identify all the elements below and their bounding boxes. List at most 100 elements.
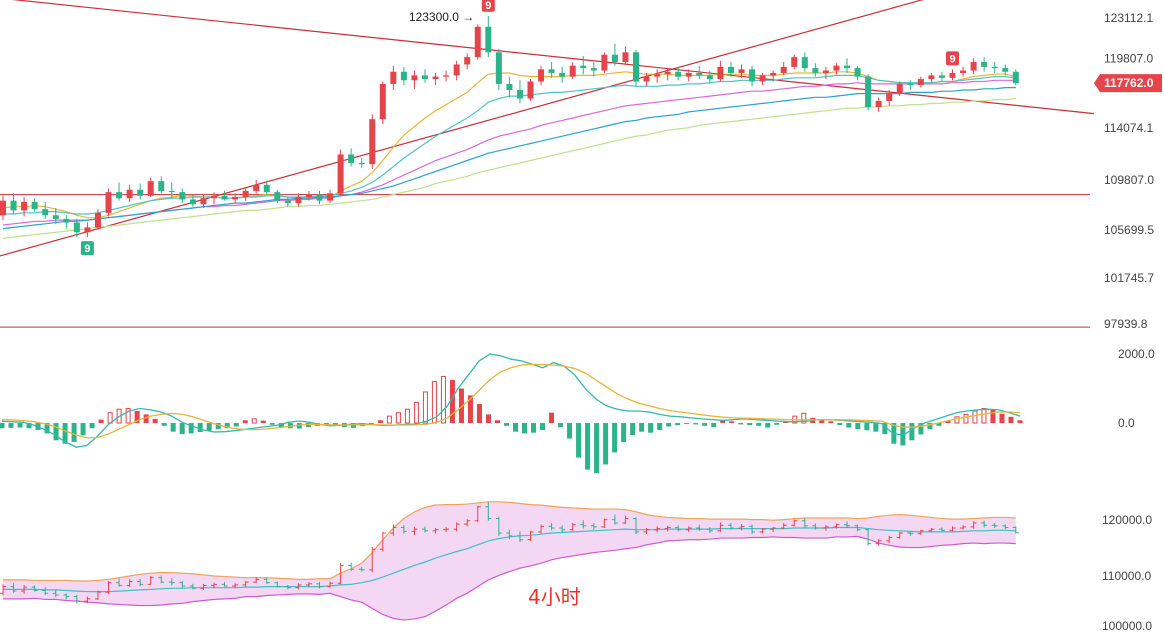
candle-body	[10, 200, 17, 211]
candle	[221, 190, 228, 201]
main-price-panel[interactable]: 123112.1 119807.0 114074.1 109807.0 105699.5…	[0, 0, 1162, 331]
candle	[348, 148, 355, 167]
macd-panel[interactable]: 2000.0 0.0	[0, 347, 1155, 474]
ohlc-bar	[738, 524, 745, 531]
candle-body	[1012, 71, 1019, 84]
candle	[580, 55, 587, 75]
candle-body	[116, 192, 123, 199]
candle-body	[432, 76, 439, 80]
candle	[780, 62, 787, 76]
candle	[696, 65, 703, 80]
candle-body	[727, 66, 734, 73]
ohlc-bar	[358, 567, 365, 572]
bollinger-lower	[3, 535, 1016, 621]
ohlc-bar	[369, 546, 376, 573]
candle-body	[253, 184, 260, 191]
candle-body	[696, 72, 703, 76]
macd-bar	[711, 423, 717, 428]
ohlc-bar	[791, 519, 798, 527]
candle-body	[749, 69, 756, 82]
macd-lines	[1, 353, 1021, 448]
macd-bar	[936, 423, 942, 426]
candle	[253, 179, 260, 194]
macd-bar	[963, 413, 969, 424]
macd-bar	[666, 423, 672, 427]
candle	[981, 57, 988, 72]
candle-body	[633, 52, 639, 82]
candle-body	[812, 68, 819, 73]
macd-bar	[981, 408, 987, 424]
macd-bar	[801, 412, 807, 424]
macd-bar	[143, 414, 149, 424]
candle	[232, 193, 239, 204]
ohlc-bar	[126, 579, 133, 588]
candle	[516, 80, 523, 104]
ohlc-bar	[875, 539, 882, 546]
macd-bar	[900, 423, 906, 446]
macd-bar	[215, 423, 221, 430]
ma-line-3	[2, 86, 1016, 230]
candle-body	[305, 194, 312, 198]
ohlc-bar	[949, 526, 956, 532]
horizontal-levels	[0, 194, 1090, 328]
ohlc-bar	[10, 583, 17, 593]
macd-bar	[485, 414, 491, 424]
candle-body	[453, 64, 460, 76]
macd-bar	[206, 423, 212, 431]
ohlc-bar	[274, 581, 281, 588]
candle-body	[411, 75, 418, 81]
candle-body	[685, 72, 692, 77]
candle	[601, 52, 608, 73]
macd-bar	[540, 423, 546, 430]
macd-bar	[188, 423, 194, 434]
ohlc-bar	[63, 593, 70, 600]
macd-bar	[819, 420, 825, 424]
candle	[52, 207, 59, 224]
candle	[63, 215, 70, 229]
candle	[907, 80, 914, 90]
ohlc-bar	[991, 523, 998, 529]
candle	[622, 46, 629, 65]
ohlc-bar	[116, 578, 123, 587]
candle-body	[791, 57, 798, 67]
ohlc-bar	[474, 505, 481, 522]
ohlc-bar	[464, 519, 471, 527]
macd-bar	[846, 423, 852, 428]
ohlc-bar	[137, 578, 144, 587]
candle-body	[622, 52, 629, 63]
ohlc-bar	[654, 526, 661, 533]
ohlc-bar	[379, 531, 386, 552]
ohlc-bar	[1002, 524, 1009, 530]
ohlc-bar	[390, 524, 397, 536]
macd-bar	[531, 423, 537, 433]
candle-body	[63, 218, 70, 223]
candles	[0, 15, 1019, 238]
candle-body	[738, 69, 745, 73]
macd-bar	[8, 423, 14, 428]
ohlc-bar	[516, 531, 523, 542]
bollinger-panel[interactable]: 120000.0 110000.0 100000.0	[0, 501, 1152, 633]
candle	[791, 54, 798, 70]
macd-bar	[422, 391, 428, 424]
macd-bar	[729, 421, 735, 424]
td-marker-0: 9	[481, 0, 495, 12]
candle-body	[464, 57, 471, 65]
ohlc-bar	[664, 525, 671, 532]
candle	[643, 72, 650, 87]
ohlc-bar	[717, 522, 724, 532]
candle	[42, 201, 49, 219]
ohlc-bar	[590, 523, 597, 530]
candle-body	[284, 200, 291, 204]
candle-body	[516, 89, 523, 99]
ohlc-bar	[337, 563, 344, 585]
macd-bar	[134, 410, 140, 424]
macd-bar	[170, 423, 176, 432]
macd-bar	[639, 423, 645, 432]
candle-body	[21, 201, 28, 211]
ohlc-bar	[601, 518, 608, 529]
macd-bar	[684, 423, 690, 425]
macd-bar	[738, 423, 744, 425]
price-tick-label: 101745.7	[1104, 271, 1154, 285]
candle-body	[854, 68, 861, 77]
